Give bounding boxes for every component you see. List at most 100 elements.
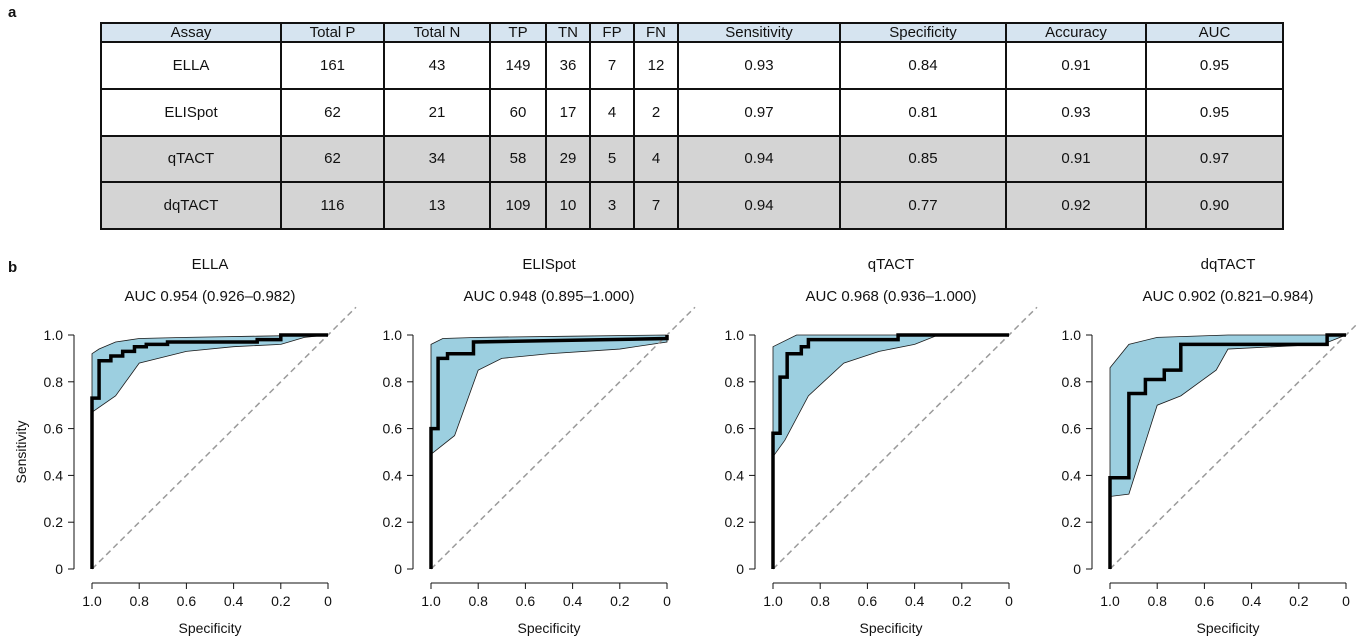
x-tick-label: 0.6	[1195, 593, 1215, 609]
table-row: ELLA 161 43 149 36 7 12 0.93 0.84 0.91 0…	[100, 41, 1284, 90]
table-cell: 0.91	[1005, 134, 1147, 184]
table-cell: 0.85	[839, 134, 1007, 184]
header-cell: FP	[589, 22, 635, 43]
y-tick-label: 0.4	[725, 467, 745, 483]
header-cell: Accuracy	[1005, 22, 1147, 43]
x-tick-label: 0	[663, 593, 671, 609]
table-cell: 34	[383, 134, 491, 184]
table-cell: 0.94	[677, 181, 841, 230]
chart-title: dqTACT	[1201, 256, 1256, 273]
y-tick-label: 0.2	[44, 514, 64, 530]
y-tick-label: 0.2	[1062, 514, 1082, 530]
y-tick-label: 1.0	[1062, 327, 1082, 343]
table-cell: qTACT	[100, 134, 282, 184]
header-cell: Sensitivity	[677, 22, 841, 43]
table-cell: 0.93	[677, 41, 841, 90]
chart-subtitle: AUC 0.902 (0.821–0.984)	[1143, 288, 1314, 305]
chart-title: ELISpot	[522, 256, 576, 273]
x-axis-label: Specificity	[859, 620, 922, 636]
x-tick-label: 0	[1005, 593, 1013, 609]
table-cell: 0.90	[1145, 181, 1284, 230]
roc-panel-ella: ELLA AUC 0.954 (0.926–0.982) 0 0.2 0.4 0.6 0.8…	[13, 256, 357, 636]
table-cell: 17	[545, 87, 591, 137]
y-tick-label: 1.0	[383, 327, 403, 343]
chart-title: qTACT	[868, 256, 914, 273]
x-tick-label: 0.4	[905, 593, 925, 609]
table-cell: 0.81	[839, 87, 1007, 137]
x-tick-label: 0.8	[810, 593, 830, 609]
table-cell: 62	[280, 134, 385, 184]
panel-label-b: b	[8, 259, 18, 276]
roc-curve	[1108, 333, 1346, 569]
table-cell: 3	[589, 181, 635, 230]
table-cell: 7	[633, 181, 679, 230]
table-cell: 4	[633, 134, 679, 184]
x-tick-label: 1.0	[82, 593, 102, 609]
y-tick-label: 0.4	[383, 467, 403, 483]
table-cell: 62	[280, 87, 385, 137]
roc-curve	[429, 335, 669, 569]
x-axis-label: Specificity	[1196, 620, 1259, 636]
reference-diagonal	[772, 306, 1038, 570]
table-row: ELISpot 62 21 60 17 4 2 0.97 0.81 0.93 0…	[100, 87, 1284, 137]
y-tick-label: 0.2	[383, 514, 403, 530]
header-cell: TP	[489, 22, 547, 43]
x-tick-label: 1.0	[1100, 593, 1120, 609]
x-tick-label: 0	[324, 593, 332, 609]
x-tick-label: 1.0	[763, 593, 783, 609]
confidence-band	[1109, 334, 1347, 497]
table-cell: 0.94	[677, 134, 841, 184]
y-tick-label: 0.6	[725, 421, 745, 437]
table-cell: 0.97	[677, 87, 841, 137]
roc-curve	[90, 333, 328, 569]
x-tick-label: 0.8	[468, 593, 488, 609]
y-tick-label: 0.8	[725, 374, 745, 390]
y-tick-label: 0.4	[44, 467, 64, 483]
y-tick-label: 0.4	[1062, 467, 1082, 483]
table-row: qTACT 62 34 58 29 5 4 0.94 0.85 0.91 0.9…	[100, 134, 1284, 184]
roc-panel-elispot: ELISpot AUC 0.948 (0.895–1.000) 0 0.2 0.4 0.6…	[383, 256, 696, 636]
table-cell: 4	[589, 87, 635, 137]
header-cell: Specificity	[839, 22, 1007, 43]
roc-panel-dqtact: dqTACT AUC 0.902 (0.821–0.984) 0 0.2 0.4 0.6 0…	[1062, 256, 1357, 636]
table-cell: ELLA	[100, 41, 282, 90]
table-cell: 0.95	[1145, 87, 1284, 137]
y-tick-label: 0.8	[383, 374, 403, 390]
chart-subtitle: AUC 0.954 (0.926–0.982)	[125, 288, 296, 305]
table-cell: 43	[383, 41, 491, 90]
y-tick-label: 1.0	[44, 327, 64, 343]
table-cell: 13	[383, 181, 491, 230]
header-cell: AUC	[1145, 22, 1284, 43]
table-cell: 7	[589, 41, 635, 90]
y-tick-label: 1.0	[725, 327, 745, 343]
y-tick-label: 0	[1073, 561, 1081, 577]
table-cell: dqTACT	[100, 181, 282, 230]
table-cell: 116	[280, 181, 385, 230]
header-cell: FN	[633, 22, 679, 43]
header-cell: Assay	[100, 22, 282, 43]
y-tick-label: 0.6	[383, 421, 403, 437]
reference-diagonal	[1109, 323, 1357, 570]
table-cell: ELISpot	[100, 87, 282, 137]
roc-panel-qtact: qTACT AUC 0.968 (0.936–1.000) 0 0.2 0.4 0.6 0.…	[725, 256, 1038, 636]
table-cell: 58	[489, 134, 547, 184]
confidence-band	[772, 334, 1009, 458]
reference-diagonal	[91, 306, 357, 570]
y-tick-label: 0.6	[44, 421, 64, 437]
reference-diagonal	[430, 306, 696, 570]
y-tick-label: 0.6	[1062, 421, 1082, 437]
y-tick-label: 0	[394, 561, 402, 577]
x-tick-label: 0.2	[610, 593, 630, 609]
x-tick-label: 1.0	[421, 593, 441, 609]
table-cell: 161	[280, 41, 385, 90]
x-tick-label: 0.4	[224, 593, 244, 609]
confidence-band	[91, 334, 329, 413]
x-tick-label: 0.6	[858, 593, 878, 609]
table-cell: 12	[633, 41, 679, 90]
chart-title: ELLA	[192, 256, 229, 273]
table-cell: 109	[489, 181, 547, 230]
table-cell: 29	[545, 134, 591, 184]
x-tick-label: 0.4	[563, 593, 583, 609]
table-cell: 0.93	[1005, 87, 1147, 137]
table-cell: 21	[383, 87, 491, 137]
